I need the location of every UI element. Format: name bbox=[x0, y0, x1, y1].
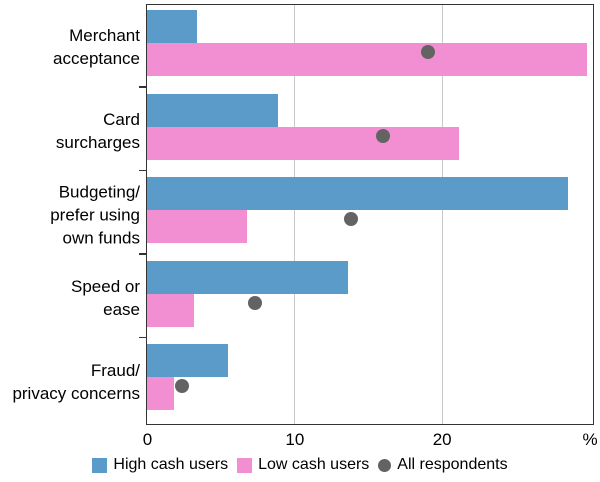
y-axis-tick bbox=[139, 169, 147, 172]
x-tick-label-20: 20 bbox=[432, 430, 452, 449]
gridline-20 bbox=[441, 5, 444, 424]
category-label-0: Merchant acceptance bbox=[53, 24, 140, 70]
bar-low-cash-users-budgeting-prefer-using-own-funds bbox=[147, 210, 248, 244]
bar-low-cash-users-fraud-privacy-concerns bbox=[147, 377, 174, 411]
dot-all-respondents-fraud-privacy-concerns bbox=[175, 379, 190, 394]
category-label-line: Card bbox=[103, 109, 140, 129]
bar-low-cash-users-speed-or-ease bbox=[147, 293, 195, 327]
plot-area bbox=[139, 4, 594, 425]
bar-high-cash-users-speed-or-ease bbox=[147, 260, 348, 294]
dot-all-respondents-card-surcharges bbox=[376, 128, 391, 143]
category-label-line: acceptance bbox=[53, 49, 140, 69]
legend-item-all-respondents: All respondents bbox=[378, 456, 508, 474]
bar-high-cash-users-card-surcharges bbox=[147, 93, 279, 127]
legend-label: All respondents bbox=[397, 456, 508, 473]
category-label-line: Budgeting/ bbox=[58, 182, 140, 201]
category-label-1: Card surcharges bbox=[56, 108, 140, 154]
y-axis-tick bbox=[139, 336, 147, 339]
category-label-line: prefer using bbox=[50, 205, 140, 224]
gridline-10 bbox=[293, 5, 296, 424]
category-label-line: ease bbox=[103, 300, 140, 320]
category-label-line: surcharges bbox=[55, 132, 140, 152]
dot-all-respondents-speed-or-ease bbox=[247, 295, 262, 310]
legend-item-low-cash-users: Low cash users bbox=[237, 456, 369, 474]
bar-high-cash-users-merchant-acceptance bbox=[147, 10, 198, 43]
bar-high-cash-users-budgeting-prefer-using-own-funds bbox=[147, 177, 568, 211]
category-label-line: Speed or bbox=[71, 277, 140, 297]
category-label-2: Budgeting/prefer using own funds bbox=[50, 180, 140, 249]
y-axis-tick bbox=[139, 86, 147, 88]
bar-low-cash-users-card-surcharges bbox=[147, 126, 459, 160]
bar-high-cash-users-fraud-privacy-concerns bbox=[147, 344, 229, 378]
category-labels: Merchant acceptance Card surcharges Budgetin… bbox=[0, 4, 146, 425]
category-label-line: own funds bbox=[62, 228, 141, 247]
legend: High cash users Low cash users All respond… bbox=[0, 454, 600, 476]
category-label-line: Merchant bbox=[69, 26, 140, 46]
legend-square-swatch bbox=[237, 457, 253, 473]
dot-all-respondents-budgeting-prefer-using-own-funds bbox=[343, 212, 358, 227]
legend-square-swatch bbox=[92, 457, 108, 473]
legend-item-high-cash-users: High cash users bbox=[92, 456, 228, 474]
x-axis: % 0 10 20 bbox=[0, 430, 600, 452]
dot-all-respondents-merchant-acceptance bbox=[420, 45, 435, 59]
legend-circle-marker bbox=[378, 458, 392, 472]
legend-label: High cash users bbox=[113, 456, 229, 473]
x-axis-unit-label: % bbox=[582, 430, 598, 449]
legend-label: Low cash users bbox=[258, 456, 370, 473]
bar-low-cash-users-merchant-acceptance bbox=[147, 43, 588, 76]
x-tick-label-10: 10 bbox=[285, 430, 305, 449]
y-axis-tick bbox=[139, 253, 147, 255]
x-tick-label-0: 0 bbox=[142, 430, 153, 449]
category-label-line: Fraud/ bbox=[90, 360, 140, 380]
category-label-3: Speed or ease bbox=[71, 275, 140, 321]
category-label-4: Fraud/privacy concerns bbox=[12, 359, 140, 405]
category-label-line: privacy concerns bbox=[12, 383, 140, 403]
